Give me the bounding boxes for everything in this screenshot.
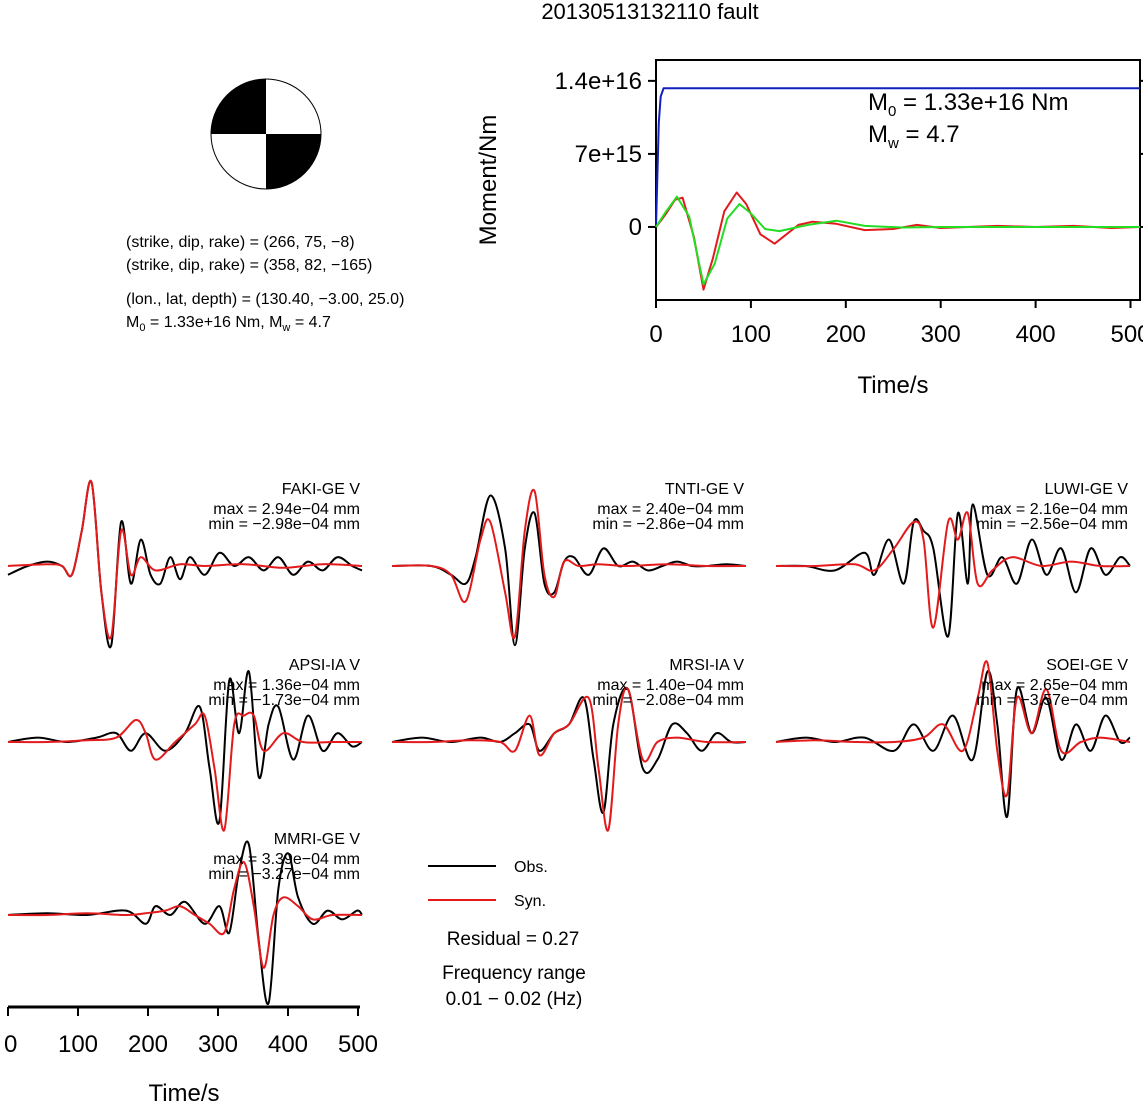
synthetic-trace <box>7 861 363 969</box>
stf-xtick-label: 100 <box>731 321 771 348</box>
waveform-time-axis: 0 100 200 300 400 500 Time/s <box>4 1005 378 1103</box>
station-label: MRSI-IA V <box>669 657 744 674</box>
station-min: min = −2.86e−04 mm <box>592 516 744 533</box>
observed-trace <box>775 670 1131 818</box>
waveform-xtick-label: 200 <box>128 1031 168 1058</box>
synthetic-trace <box>7 479 363 640</box>
legend-obs-label: Obs. <box>514 859 548 876</box>
synthetic-trace <box>391 687 747 832</box>
station-min: min = −2.98e−04 mm <box>208 516 360 533</box>
stf-xtick-label: 0 <box>649 321 662 348</box>
waveform-xtick-label: 300 <box>198 1031 238 1058</box>
station-min: min = −1.73e−04 mm <box>208 692 360 709</box>
moment-text: M0 = 1.33e+16 Nm, Mw = 4.7 <box>126 314 331 334</box>
station-min: min = −3.57e−04 mm <box>976 692 1128 709</box>
beachball <box>210 78 322 190</box>
frequency-title: Frequency range <box>442 963 586 984</box>
synthetic-trace <box>775 660 1131 798</box>
stf-xtick-label: 200 <box>826 321 866 348</box>
station-min: min = −3.27e−04 mm <box>208 866 360 883</box>
stf-rate-green-line <box>655 195 1140 286</box>
station-max: max = 1.40e−04 mm <box>597 677 744 694</box>
station-max: max = 3.39e−04 mm <box>213 851 360 868</box>
station-label: LUWI-GE V <box>1044 481 1128 498</box>
station-max: max = 2.65e−04 mm <box>981 677 1128 694</box>
stf-moment-line <box>655 87 1140 228</box>
stf-xtick-label: 500 <box>1110 321 1143 348</box>
waveform-xtick-label: 400 <box>268 1031 308 1058</box>
stf-xtick-label: 400 <box>1016 321 1056 348</box>
legend: Obs. Syn. Residual = 0.27 Frequency rang… <box>428 859 586 1010</box>
station-max: max = 2.40e−04 mm <box>597 501 744 518</box>
observed-trace <box>775 503 1131 638</box>
waveform-xlabel: Time/s <box>148 1080 219 1103</box>
observed-trace <box>7 840 363 1006</box>
plane1-text: (strike, dip, rake) = (266, 75, −8) <box>126 234 355 251</box>
residual-text: Residual = 0.27 <box>447 929 580 950</box>
stf-m0-label: M0 = 1.33e+16 Nm <box>868 89 1068 120</box>
station-label: FAKI-GE V <box>282 481 361 498</box>
synthetic-trace <box>7 711 362 832</box>
plane2-text: (strike, dip, rake) = (358, 82, −165) <box>126 257 372 274</box>
stf-xtick-label: 300 <box>921 321 961 348</box>
observed-trace <box>7 670 363 825</box>
station-label: MMRI-GE V <box>274 831 361 848</box>
stf-ytick-label: 1.4e+16 <box>555 68 642 95</box>
frequency-range: 0.01 − 0.02 (Hz) <box>446 989 583 1010</box>
waveform-ticks: 0 100 200 300 400 500 <box>4 1007 378 1058</box>
stf-ytick-label: 0 <box>629 214 642 241</box>
stf-lines <box>655 87 1141 291</box>
station-label: APSI-IA V <box>289 657 360 674</box>
station-max: max = 2.16e−04 mm <box>981 501 1128 518</box>
stf-xlabel: Time/s <box>857 372 928 399</box>
stf-mw-label: Mw = 4.7 <box>868 121 960 152</box>
location-text: (lon., lat, depth) = (130.40, −3.00, 25.… <box>126 291 404 308</box>
legend-syn-label: Syn. <box>514 893 546 910</box>
station-min: min = −2.08e−04 mm <box>592 692 744 709</box>
station-label: TNTI-GE V <box>665 481 744 498</box>
waveform-xtick-label: 0 <box>4 1031 17 1058</box>
stf-frame <box>655 59 1141 301</box>
station-min: min = −2.56e−04 mm <box>976 516 1128 533</box>
figure-title: 20130513132110 fault <box>541 0 758 24</box>
stf-rate-red-line <box>655 191 1141 291</box>
station-label: SOEI-GE V <box>1046 657 1128 674</box>
waveform-xtick-label: 500 <box>338 1031 378 1058</box>
synthetic-trace <box>775 511 1131 629</box>
synthetic-trace <box>391 488 747 640</box>
stf-ylabel: Moment/Nm <box>475 115 502 246</box>
waveform-xtick-label: 100 <box>58 1031 98 1058</box>
station-max: max = 1.36e−04 mm <box>213 677 360 694</box>
station-max: max = 2.94e−04 mm <box>213 501 360 518</box>
stf-ticks: 1.4e+16 7e+15 0 0 100 200 300 400 500 <box>555 68 1143 348</box>
stf-ytick-label: 7e+15 <box>575 141 642 168</box>
